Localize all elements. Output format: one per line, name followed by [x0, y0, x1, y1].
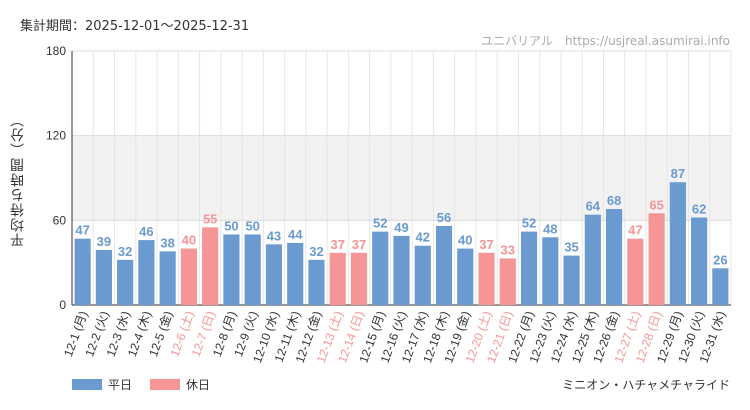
shaded-band: [72, 135, 731, 221]
bar: [414, 245, 431, 305]
bar: [223, 234, 240, 305]
bar: [308, 259, 325, 305]
bar-value-label: 68: [607, 193, 621, 208]
bar-value-label: 50: [224, 218, 238, 233]
bar-value-label: 40: [182, 233, 196, 248]
bar-value-label: 46: [139, 224, 153, 239]
bar: [329, 252, 346, 305]
bar-value-label: 32: [309, 244, 323, 259]
bar-value-label: 40: [458, 233, 472, 248]
legend-weekday-swatch: [72, 379, 102, 390]
bar-value-label: 38: [160, 235, 174, 250]
bar: [180, 248, 197, 305]
bar: [265, 244, 283, 305]
bar-value-label: 42: [416, 230, 430, 245]
bar-value-label: 32: [118, 244, 132, 259]
bar-value-label: 50: [245, 218, 259, 233]
y-tick-label: 60: [53, 213, 67, 227]
bar: [457, 248, 474, 305]
bar-value-label: 55: [203, 211, 217, 226]
bar-value-label: 47: [628, 223, 642, 238]
legend-holiday-label: 休日: [186, 378, 211, 392]
bar-value-label: 44: [288, 227, 303, 242]
bar: [712, 268, 729, 305]
bar: [499, 258, 516, 305]
bar: [350, 252, 368, 305]
bar: [563, 255, 580, 305]
y-tick-label: 120: [46, 129, 66, 143]
legend: 平日 休日: [72, 376, 210, 393]
y-tick-label: 0: [59, 298, 66, 312]
period-label: 集計期間：2025-12-01〜2025-12-31: [20, 19, 250, 34]
bar-value-label: 65: [649, 197, 663, 212]
bar-value-label: 35: [564, 240, 578, 255]
bar: [244, 234, 261, 305]
legend-weekday: 平日: [72, 376, 132, 393]
legend-weekday-label: 平日: [108, 378, 133, 392]
bar-value-label: 39: [97, 234, 111, 249]
bar-value-label: 49: [394, 220, 408, 235]
bar: [435, 225, 453, 305]
bar-value-label: 47: [75, 223, 89, 238]
bar-value-label: 37: [479, 237, 493, 252]
bar-value-label: 26: [713, 252, 727, 267]
source-label: ユニバリアル https://usjreal.asumirai.info: [481, 34, 730, 48]
legend-holiday: 休日: [150, 376, 210, 393]
bar-value-label: 52: [522, 216, 536, 231]
y-tick-label: 180: [46, 44, 66, 58]
bar: [95, 249, 112, 305]
bar: [584, 214, 601, 305]
bar: [372, 231, 389, 305]
legend-holiday-swatch: [150, 379, 181, 390]
bar-value-label: 33: [501, 242, 515, 257]
bar: [138, 240, 155, 305]
bar: [117, 259, 134, 305]
bar: [606, 209, 623, 305]
attraction-name: ミニオン・ハチャメチャライド: [562, 378, 730, 392]
bar-value-label: 64: [586, 199, 601, 214]
bar-value-label: 37: [330, 237, 344, 252]
bar: [202, 227, 219, 305]
bar: [520, 231, 538, 305]
bar: [159, 251, 176, 305]
bar-value-label: 52: [373, 216, 387, 231]
bar: [648, 213, 665, 305]
bar: [287, 242, 304, 305]
bar-value-label: 48: [543, 221, 557, 236]
bar: [393, 235, 410, 305]
bar: [542, 237, 559, 305]
bar-value-label: 43: [267, 228, 281, 243]
bar-value-label: 62: [692, 202, 706, 217]
bar: [74, 238, 91, 305]
bar: [627, 238, 644, 305]
bar: [478, 252, 495, 305]
bar-value-label: 56: [437, 210, 451, 225]
bar-value-label: 37: [352, 237, 366, 252]
bar: [691, 217, 708, 305]
bar: [669, 182, 686, 305]
bar-value-label: 87: [671, 166, 685, 181]
